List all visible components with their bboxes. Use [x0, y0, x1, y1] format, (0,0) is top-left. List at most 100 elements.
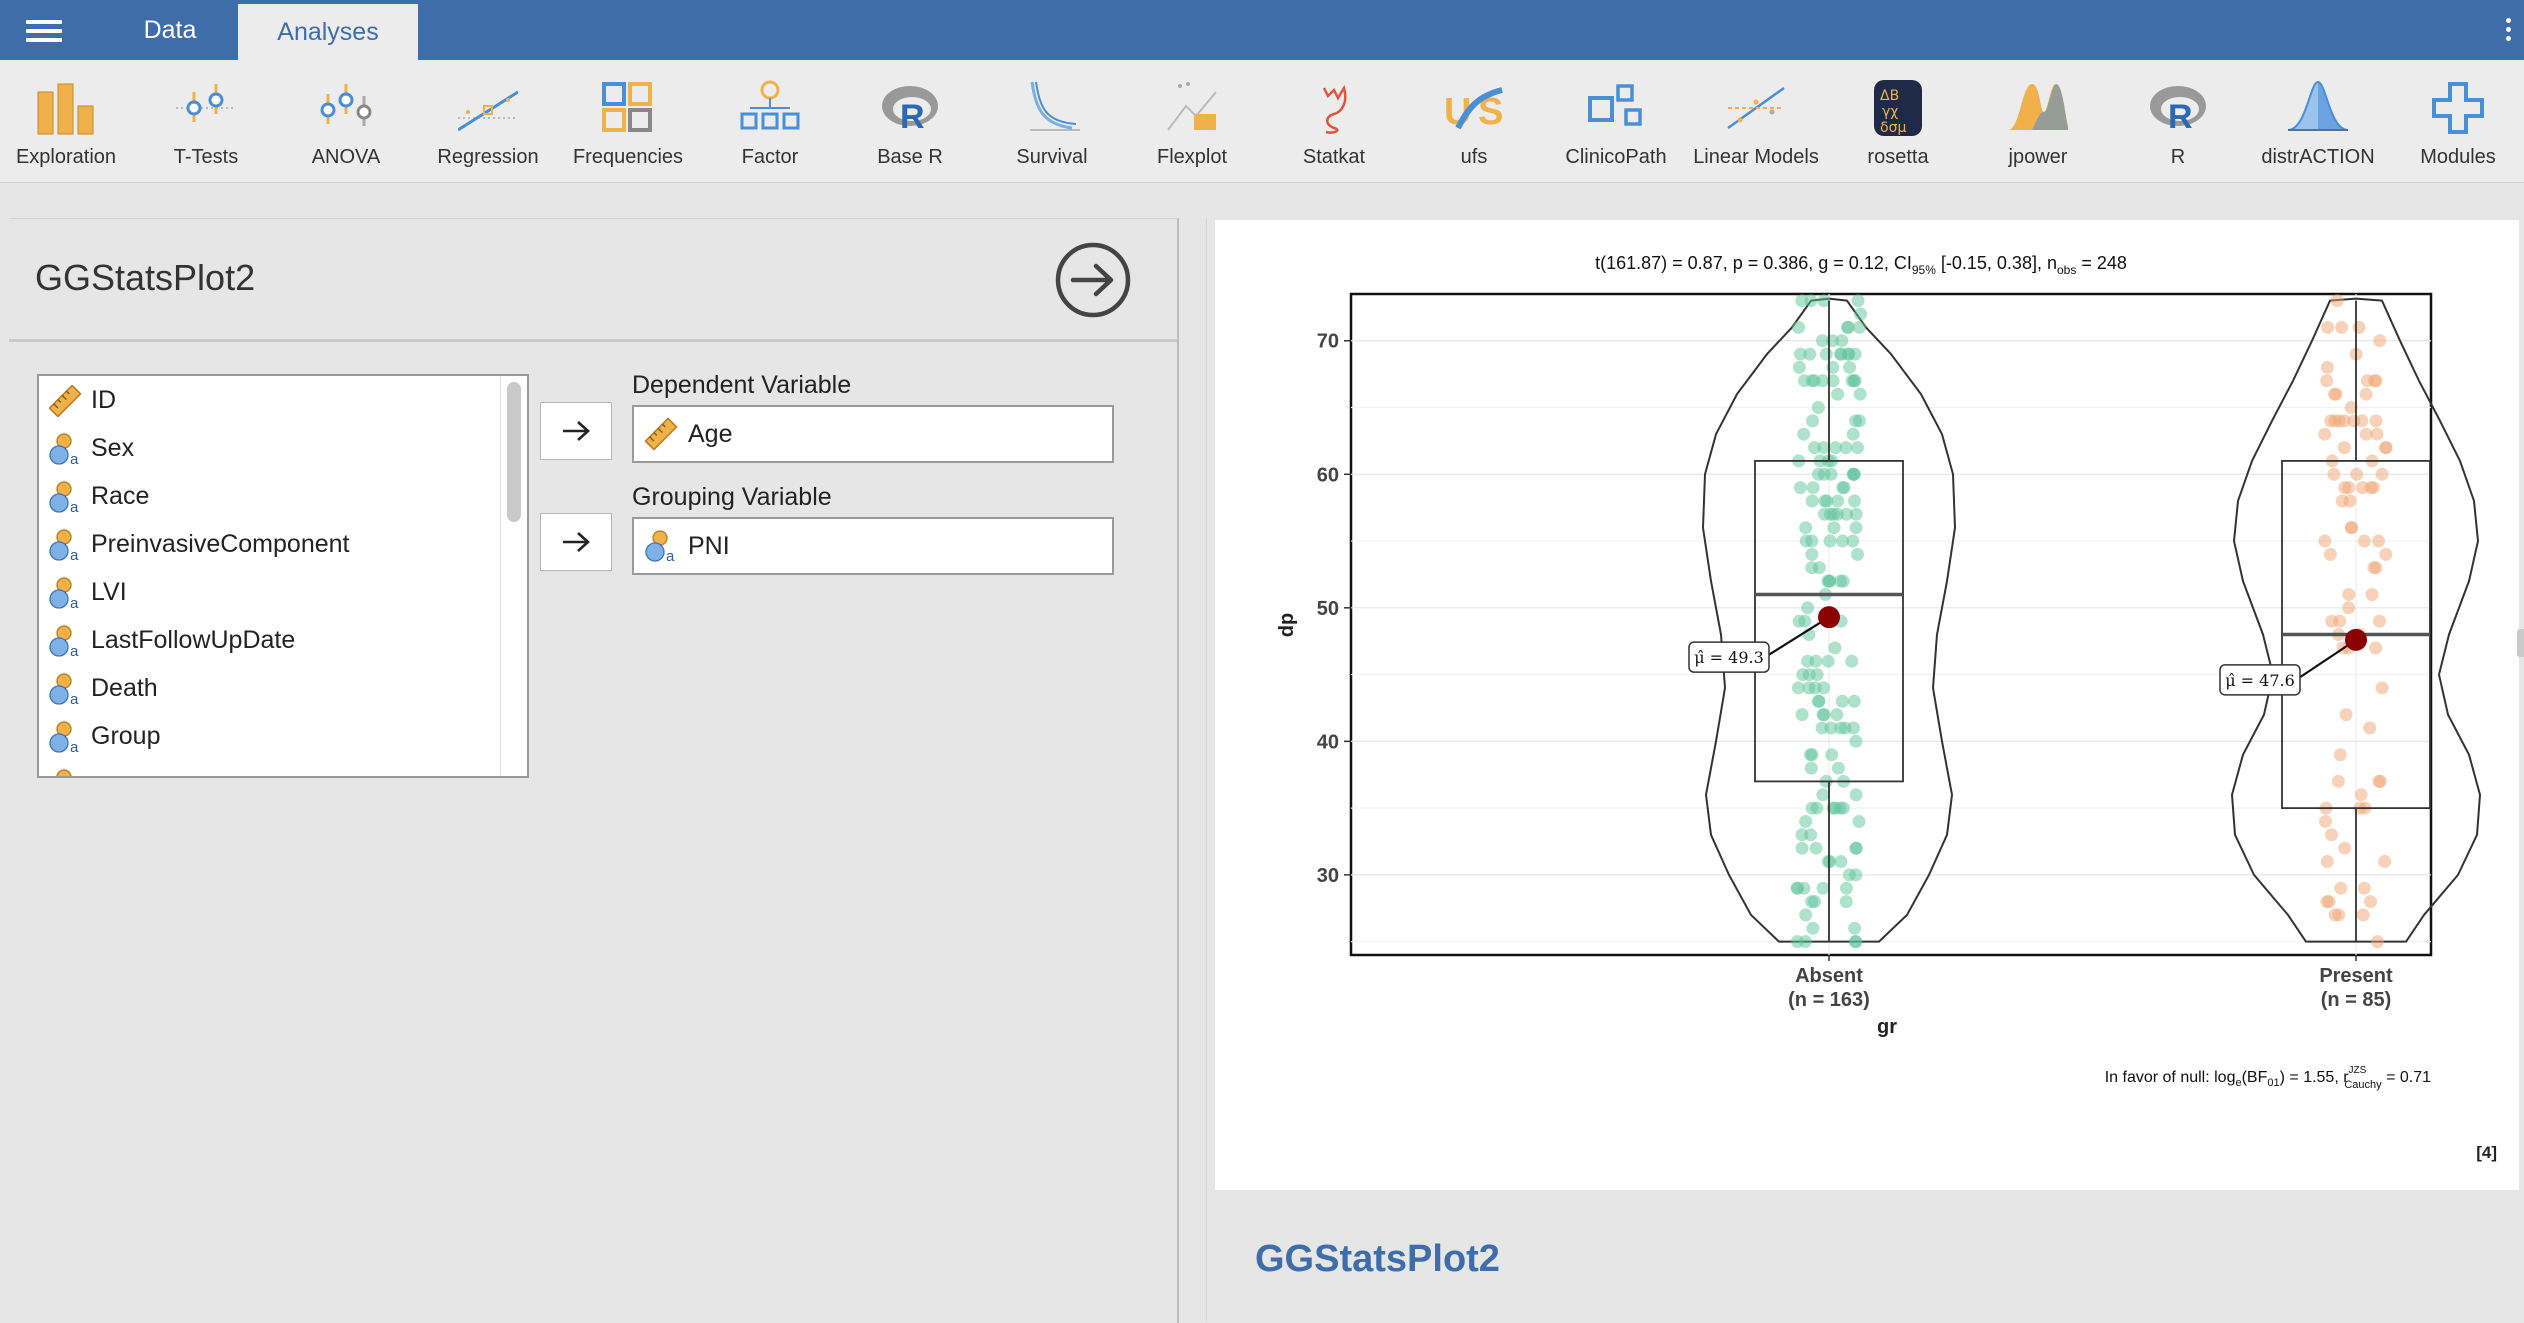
ribbon-item-modules[interactable]: Modules — [2388, 60, 2524, 182]
scrollbar-track[interactable] — [500, 376, 527, 776]
variable-item-sex[interactable]: a Sex — [39, 424, 527, 472]
nominal-variable-icon: a — [49, 721, 79, 753]
scrollbar-thumb[interactable] — [507, 382, 521, 522]
data-point — [2331, 774, 2345, 788]
data-point — [1804, 761, 1818, 775]
mean-label: μ̂ = 49.3 — [1694, 648, 1764, 667]
variable-name: LVI — [91, 578, 127, 606]
ribbon-item-distraction[interactable]: distrACTION — [2248, 60, 2388, 182]
variable-item-lvi[interactable]: a LVI — [39, 568, 527, 616]
data-point — [2365, 588, 2379, 601]
x-tick-label: Absent — [1795, 965, 1863, 987]
move-to-grouping-button[interactable] — [540, 513, 612, 571]
variable-name: PreinvasiveComponent — [91, 530, 350, 558]
r-icon: R — [2150, 86, 2206, 136]
ribbon-item-factor[interactable]: Factor — [700, 60, 840, 182]
survival-icon — [1030, 81, 1080, 131]
x-tick-count-label: (n = 163) — [1788, 989, 1870, 1011]
variable-item-partial[interactable]: a — [39, 760, 527, 776]
data-point — [1799, 815, 1813, 828]
analyses-ribbon: Exploration T-Tests ANOVA Regression Frequen… — [0, 60, 2524, 183]
data-point — [1806, 414, 1819, 428]
data-point — [1806, 481, 1820, 495]
ribbon-item-label: Survival — [1016, 146, 1088, 168]
data-point — [2327, 387, 2341, 401]
distraction-icon — [2288, 80, 2348, 131]
data-point — [1817, 441, 1831, 455]
regression-icon — [458, 90, 518, 132]
variable-list[interactable]: ID a Sex a Race a PreinvasiveComponent a LVI a Las… — [37, 374, 529, 778]
box-absent — [1754, 460, 1904, 783]
variable-item-death[interactable]: a Death — [39, 664, 527, 712]
data-point — [1795, 841, 1809, 855]
variable-item-group[interactable]: a Group — [39, 712, 527, 760]
y-tick-label: 50 — [1317, 598, 1339, 620]
data-point — [1843, 360, 1857, 374]
tab-analyses[interactable]: Analyses — [238, 4, 418, 60]
data-point — [2370, 427, 2384, 441]
results-panel: t(161.87) = 0.87, p = 0.386, g = 0.12, C… — [1206, 218, 2524, 1322]
panel-title: GGStatsPlot2 — [35, 257, 256, 298]
data-point — [2357, 534, 2371, 548]
data-point — [1847, 721, 1860, 735]
tab-data[interactable]: Data — [143, 16, 197, 44]
ribbon-item-clinicopath[interactable]: ClinicoPath — [1546, 60, 1686, 182]
ribbon-item-label: distrACTION — [2261, 146, 2375, 168]
data-point — [1821, 654, 1835, 668]
ribbon-item-anova[interactable]: ANOVA — [276, 60, 416, 182]
ribbon-item-statkat[interactable]: Statkat — [1264, 60, 1404, 182]
data-point — [1795, 294, 1809, 308]
ribbon-item-regression[interactable]: Regression — [418, 60, 558, 182]
data-point — [1810, 668, 1824, 682]
variable-item-preinvasivecomponent[interactable]: a PreinvasiveComponent — [39, 520, 527, 568]
move-to-dependent-button[interactable] — [540, 402, 612, 460]
ribbon-item-flexplot[interactable]: Flexplot — [1122, 60, 1262, 182]
data-point — [1808, 441, 1822, 455]
linear-models-icon — [1727, 86, 1785, 130]
variable-item-race[interactable]: a Race — [39, 472, 527, 520]
results-heading: GGStatsPlot2 — [1255, 1238, 1500, 1280]
x-tick-count-label: (n = 85) — [2321, 989, 2392, 1011]
plot-card: t(161.87) = 0.87, p = 0.386, g = 0.12, C… — [1215, 220, 2519, 1190]
ribbon-item-linear-models[interactable]: Linear Models — [1686, 60, 1826, 182]
data-point — [2338, 841, 2352, 855]
grouping-variable-box[interactable]: a PNI — [632, 517, 1114, 575]
hamburger-menu-icon[interactable] — [26, 20, 62, 42]
arrow-right-icon — [563, 532, 590, 552]
ribbon-item-label: ufs — [1460, 146, 1488, 168]
x-axis-title: gr — [1877, 1016, 1897, 1038]
data-point — [1831, 507, 1844, 521]
ggstatsplot-chart: t(161.87) = 0.87, p = 0.386, g = 0.12, C… — [1276, 253, 2497, 1162]
base-r-icon: R — [882, 86, 938, 136]
data-point — [1835, 694, 1849, 708]
data-point — [1796, 668, 1810, 682]
dependent-variable-box[interactable]: Age — [632, 405, 1114, 463]
results-side-tab[interactable] — [2517, 629, 2524, 657]
ribbon-item-base-r[interactable]: R Base R — [840, 60, 980, 182]
ribbon-item-ufs[interactable]: U S ufs — [1404, 60, 1544, 182]
data-point — [1801, 654, 1815, 668]
data-point — [1831, 494, 1845, 508]
ribbon-item-frequencies[interactable]: Frequencies — [558, 60, 698, 182]
arrow-right-icon — [563, 421, 590, 441]
mean-label-leader — [2295, 638, 2357, 681]
data-point — [2342, 601, 2356, 615]
ribbon-item-jpower[interactable]: jpower — [1968, 60, 2108, 182]
more-options-icon[interactable] — [2506, 18, 2512, 45]
ribbon-item-t-tests[interactable]: T-Tests — [136, 60, 276, 182]
variable-item-lastfollowupdate[interactable]: a LastFollowUpDate — [39, 616, 527, 664]
data-point — [2372, 534, 2386, 548]
ribbon-item-survival[interactable]: Survival — [982, 60, 1122, 182]
data-point — [1811, 401, 1825, 414]
arrow-right-circle-icon[interactable] — [1054, 241, 1132, 319]
variable-item-id[interactable]: ID — [39, 376, 527, 424]
ribbon-item-exploration[interactable]: Exploration — [0, 60, 136, 182]
ribbon-item-rosetta[interactable]: ΔΒ γχ δσμ rosetta — [1828, 60, 1968, 182]
data-point — [2373, 614, 2386, 628]
variable-name: LastFollowUpDate — [91, 626, 296, 654]
data-point — [1804, 294, 1818, 308]
ribbon-item-label: Factor — [741, 146, 799, 168]
ribbon-item-label: Exploration — [15, 146, 117, 168]
y-tick-label: 70 — [1317, 331, 1339, 353]
